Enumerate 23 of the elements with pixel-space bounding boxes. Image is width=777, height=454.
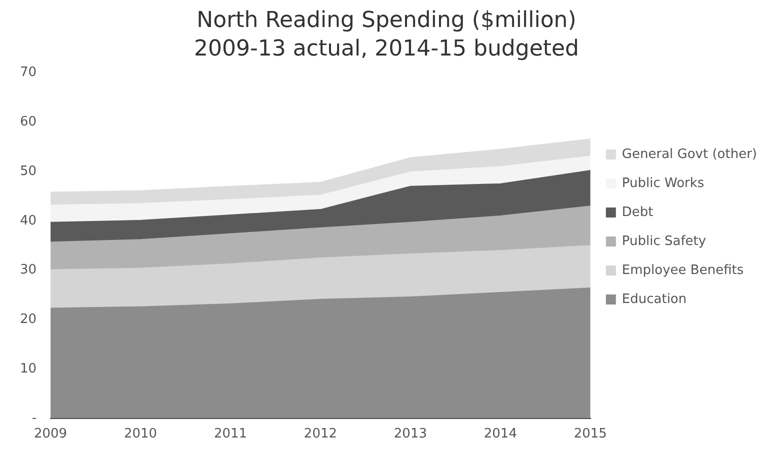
y-tick-label: 10 (20, 361, 37, 376)
legend-label: Debt (622, 204, 654, 220)
chart-title: North Reading Spending ($million) (196, 8, 576, 33)
y-tick-label: 30 (20, 262, 37, 278)
x-tick-label: 2012 (304, 426, 338, 442)
x-tick-label: 2009 (34, 426, 68, 442)
x-tick-label: 2014 (484, 426, 517, 442)
y-tick-label: 70 (20, 65, 37, 80)
y-tick-label: 60 (20, 114, 37, 130)
y-tick-label: 40 (20, 213, 37, 228)
x-tick-label: 2010 (124, 426, 158, 442)
y-tick-label: 20 (20, 312, 37, 328)
x-tick-label: 2013 (394, 426, 427, 442)
y-tick-label: 50 (20, 164, 37, 179)
legend-label: Public Works (622, 176, 704, 191)
chart-subtitle: 2009-13 actual, 2014-15 budgeted (194, 36, 580, 62)
legend-label: Employee Benefits (622, 262, 744, 278)
legend-label: Education (622, 292, 687, 307)
x-tick-label: 2011 (214, 426, 248, 442)
y-tick-label: - (32, 410, 37, 426)
legend-label: Public Safety (622, 234, 706, 249)
legend-label: General Govt (other) (622, 146, 758, 162)
x-tick-label: 2015 (574, 426, 607, 442)
